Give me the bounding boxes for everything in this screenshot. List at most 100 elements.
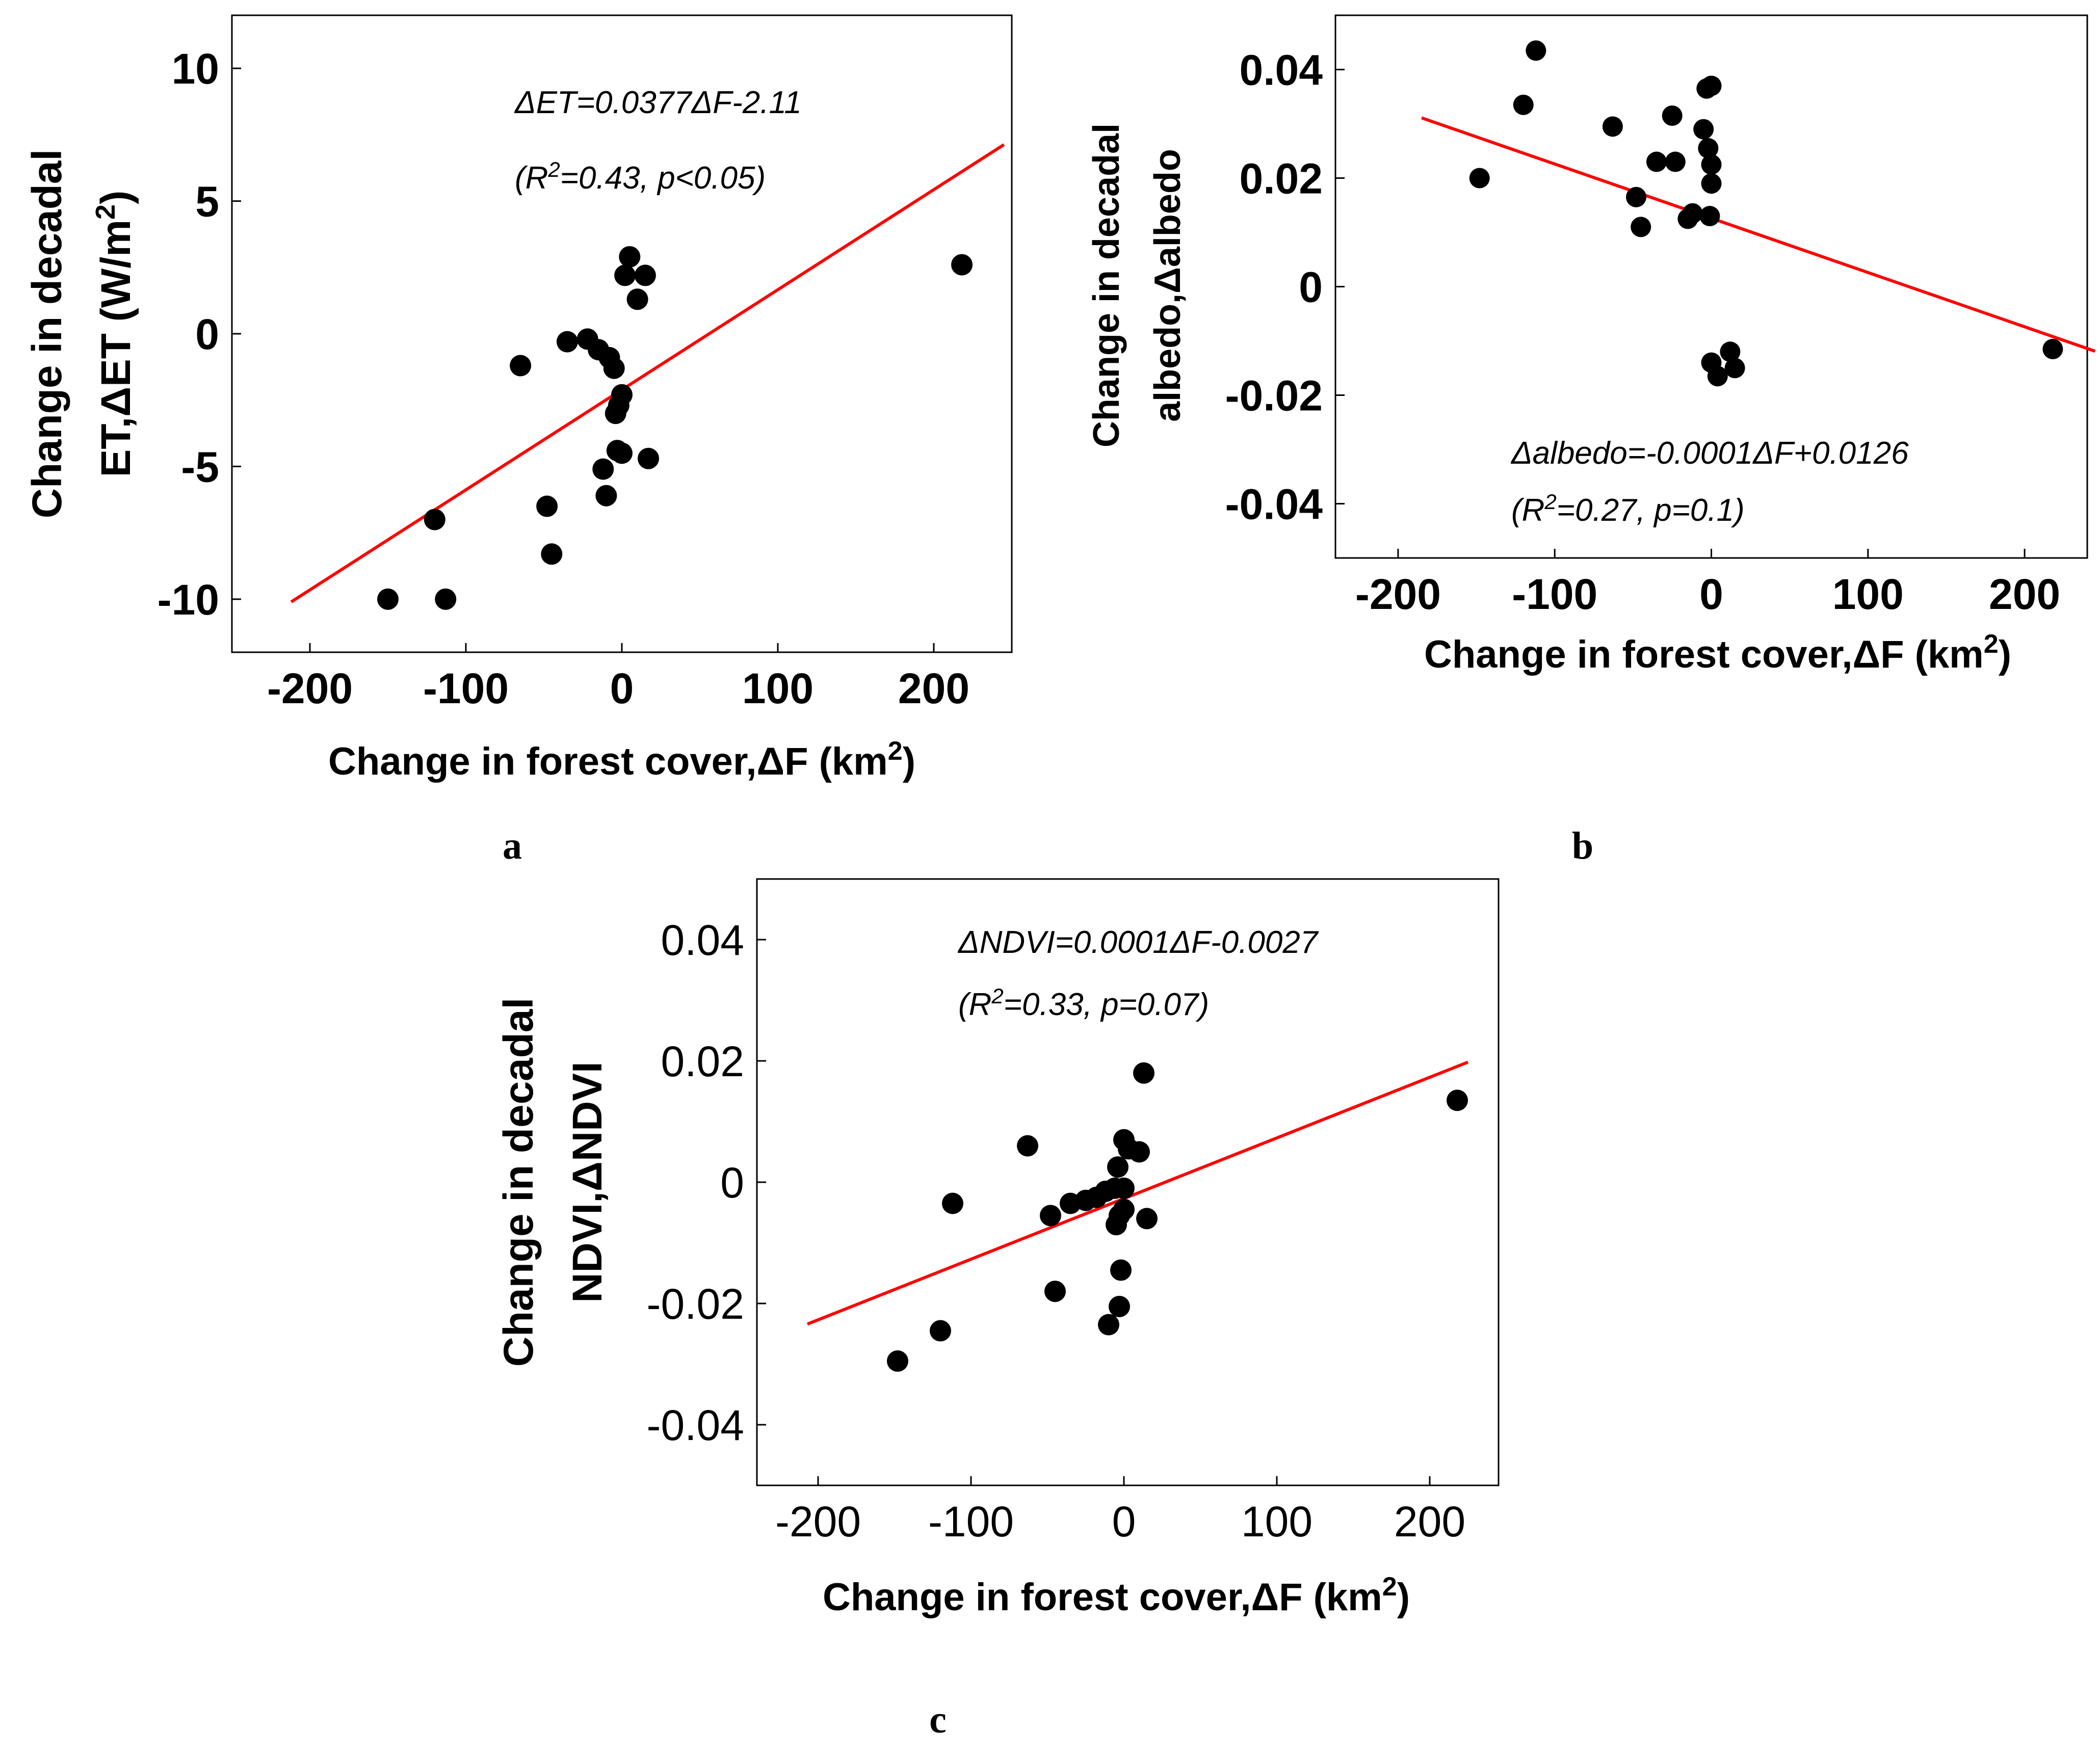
panel-a-y-tick-label: -10 [158,576,219,624]
panel-c-data-point [1128,1141,1150,1163]
panel-a-fit-group [290,143,1005,603]
panel-b-data-point [1662,105,1683,126]
panel-b-x-tick-label: -200 [1355,570,1441,618]
panel-b-x-tick-label: 200 [1989,570,2060,618]
panel-a-data-point [595,485,617,507]
panel-b-data-point [1698,138,1719,158]
panel-c-axes: -200 -100 0 100 200 -0.04 -0.02 0 0.02 0.04 [647,916,1466,1546]
panel-b-y-axis-label-line1: Change in decadal [1086,123,1127,447]
panel-c-data-point [1113,1198,1135,1220]
panel-c-data-point [1107,1156,1128,1178]
panel-c-data-point [1136,1208,1158,1230]
panel-c-data-point [1113,1177,1135,1199]
panel-b-x-tick-label: 100 [1832,570,1904,618]
panel-c-label: c [929,1698,947,1741]
panel-b-y-tick-label: 0.02 [1240,155,1323,203]
panel-a-data-point [626,288,648,310]
panel-a-y-tick-label: -5 [181,443,219,491]
panel-b-data-point [1682,203,1703,224]
panel-c-data-point [1110,1259,1132,1281]
panel-b-data-point [1646,151,1667,172]
panel-c-y-axis-label-line2: NDVI,ΔNDVI [564,1061,611,1303]
panel-a-data-point [435,588,457,610]
panel-c-data-point [887,1350,908,1372]
panel-b-data-point [1701,154,1722,175]
panel-c-regression-line [806,1060,1469,1326]
panel-b-points [1469,40,2063,387]
panel-b-data-point [1665,151,1686,172]
panel-c-y-tick-label: 0 [720,1159,744,1207]
panel-a-points [377,246,973,610]
panel-a-x-tick-label: 100 [742,664,813,712]
panel-a-data-point [614,264,636,286]
panel-c-data-point [1109,1295,1130,1317]
panel-a-label: a [503,824,522,867]
panel-b-data-point [1707,366,1728,387]
panel-c-x-tick-label: -100 [928,1498,1014,1546]
panel-c-y-axis-label-line1: Change in decadal [495,998,542,1367]
panel-b-equation: Δalbedo=-0.0001ΔF+0.0126 [1510,436,1909,471]
panel-c-data-point [1044,1281,1066,1302]
panel-a-data-point [592,458,614,480]
panel-b-data-point [1626,187,1646,207]
panel-b-data-point [1469,168,1490,189]
panel-c-data-point [1133,1062,1154,1084]
panel-b-x-tick-label: 0 [1699,570,1723,618]
panel-b-data-point [1724,358,1745,379]
panel-b-stats: (R2=0.27, p=0.1) [1511,490,1745,528]
panel-a-equation: ΔET=0.0377ΔF-2.11 [514,85,802,120]
panel-a-data-point [541,543,563,565]
panel-a-x-tick-label: 200 [898,664,969,712]
panel-b-data-point [1701,173,1722,194]
panel-a-y-tick-label: 10 [172,45,219,93]
panel-a-data-point [377,588,399,610]
panel-b-y-tick-label: 0 [1299,263,1323,311]
panel-c-x-axis-label: Change in forest cover,ΔF (km2) [823,1572,1410,1619]
panel-c-stats: (R2=0.33, p=0.07) [958,984,1209,1023]
panel-a-data-point [510,355,532,377]
panel-b-data-point [1701,75,1722,96]
panel-c-data-point [930,1320,951,1342]
panel-c-x-tick-label: -200 [775,1498,861,1546]
panel-c-fit-group [806,1060,1469,1326]
panel-a-y-tick-label: 0 [195,310,219,358]
panel-a-data-point [424,509,445,530]
panel-c-equation: ΔNDVI=0.0001ΔF-0.0027 [957,925,1319,960]
panel-b-data-point [1699,206,1720,227]
panel-b-label: b [1572,824,1593,867]
panel-b-regression-line [1421,116,2096,353]
panel-b-data-point [2042,338,2063,359]
panel-a-axes: -200 -100 0 100 200 -10 -5 0 5 10 [158,45,969,712]
panel-a-data-point [638,447,660,469]
panel-b-y-tick-label: -0.02 [1225,372,1323,420]
panel-a-regression-line [290,143,1005,603]
panel-a-data-point [611,442,633,464]
panel-b-data-point [1631,217,1651,237]
panel-b-fit-group [1421,116,2096,353]
panel-b-axes: -200 -100 0 100 200 -0.04 -0.02 0 0.02 0.04 [1225,46,2061,619]
panel-a-data-point [634,264,656,286]
panel-c-x-tick-label: 0 [1112,1498,1136,1546]
panel-c-y-tick-label: -0.02 [647,1280,744,1328]
panel-b-x-tick-label: -100 [1512,570,1597,618]
panel-b-data-point [1526,40,1546,61]
panel-b-data-point [1693,119,1714,140]
panel-b-x-axis-label: Change in forest cover,ΔF (km2) [1424,629,2011,676]
panel-c-data-point [1098,1314,1119,1336]
panel-a-et-chart: -200 -100 0 100 200 -10 -5 0 5 10 ΔET=0.0377ΔF-2.… [24,14,1013,867]
panel-a-x-tick-label: 0 [610,664,634,712]
panel-b-data-point [1602,116,1623,137]
panel-a-data-point [611,384,633,406]
panel-b-albedo-chart: -200 -100 0 100 200 -0.04 -0.02 0 0.02 0.04 Δalbe… [1086,14,2096,867]
panel-a-y-axis-label-line1: Change in decadal [24,149,70,519]
panel-a-x-tick-label: -100 [423,664,509,712]
panel-a-data-point [619,246,641,268]
panel-c-y-tick-label: 0.04 [661,916,745,964]
panel-c-y-tick-label: -0.04 [647,1401,744,1449]
panel-c-data-point [1447,1089,1468,1111]
panel-a-data-point [951,254,973,276]
panel-b-data-point [1720,341,1741,362]
panel-c-y-tick-label: 0.02 [661,1037,745,1085]
panel-b-y-tick-label: -0.04 [1225,481,1323,528]
